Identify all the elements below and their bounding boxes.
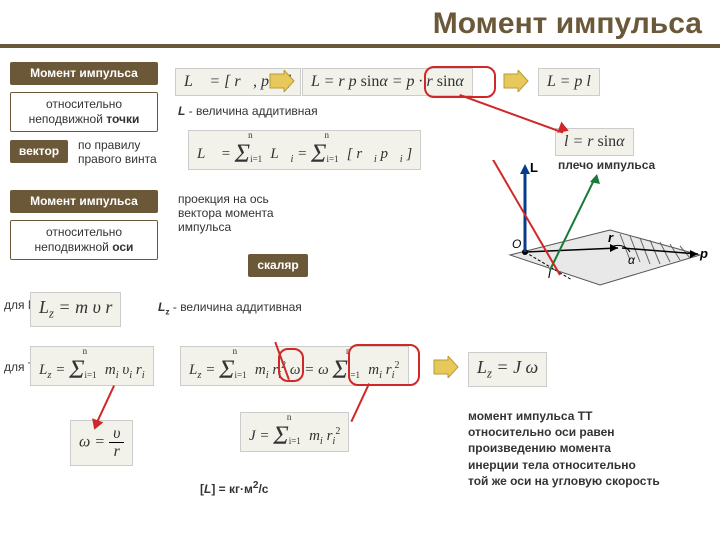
t: точки (106, 112, 139, 126)
box-vector: вектор (10, 140, 68, 163)
t: произведению момента (468, 441, 611, 455)
box-relative-point: относительно неподвижной точки (10, 92, 158, 132)
arrow-icon (432, 356, 460, 378)
box-angular-momentum-2: Момент импульса (10, 190, 158, 213)
t: ] = кг·м (211, 482, 253, 496)
formula-mt: Lz = m υ r (30, 292, 121, 327)
t: - величина аддитивная (170, 300, 302, 314)
t: вектора момента (178, 206, 274, 220)
t: неподвижной (29, 112, 107, 126)
formula-J: J = Σi=1n mi ri2 (240, 412, 349, 452)
label-L-additive: L - величина аддитивная (178, 104, 318, 118)
t: /с (258, 482, 268, 496)
t: по правилу (78, 138, 140, 152)
box-scalar: скаляр (248, 254, 308, 277)
arrow-icon (502, 70, 530, 92)
t: вектор (19, 144, 59, 158)
svg-text:L: L (530, 160, 538, 175)
t: скаляр (257, 258, 298, 272)
svg-text:O: O (512, 237, 521, 251)
formula-sum: L⃗ = Σi=1n L⃗i = Σi=1n [ r⃗i p⃗i ] (188, 130, 421, 170)
title-bar: Момент импульса (0, 0, 720, 48)
t: оси (112, 240, 133, 254)
t: инерции тела относительно (468, 458, 636, 472)
t: Момент импульса (30, 194, 138, 208)
t: относительно (46, 97, 122, 111)
t: неподвижной (35, 240, 113, 254)
formula-L-pl: L = p l (538, 68, 600, 96)
svg-text:p: p (699, 246, 708, 261)
t: импульса (178, 220, 231, 234)
formula-tt1: Lz = Σi=1n mi υi ri (30, 346, 154, 386)
box-relative-axis: относительно неподвижной оси (10, 220, 158, 260)
diagram-angular-momentum: O r p α l L (490, 160, 710, 310)
red-arrow-line (350, 383, 370, 422)
arrow-icon (268, 70, 296, 92)
box-text: Момент импульса (30, 66, 138, 80)
label-rule: по правилу правого винта (78, 138, 157, 166)
t: относительно оси равен (468, 425, 615, 439)
highlight-J (348, 344, 420, 386)
formula-tt3: Lz = J ω (468, 352, 547, 387)
t: относительно (46, 225, 122, 239)
label-projection: проекция на ось вектора момента импульса (178, 192, 274, 234)
page-title: Момент импульса (433, 7, 702, 40)
label-units: [L] = кг·м2/с (200, 480, 268, 496)
t: - величина аддитивная (185, 104, 317, 118)
t: той же оси на угловую скорость (468, 474, 660, 488)
box-angular-momentum-1: Момент импульса (10, 62, 158, 85)
t: момент импульса ТТ (468, 409, 592, 423)
t: правого винта (78, 152, 157, 166)
red-arrow-line (459, 94, 563, 134)
label-Lz-additive: Lz - величина аддитивная (158, 300, 302, 316)
svg-text:α: α (628, 253, 636, 267)
label-conclusion: момент импульса ТТ относительно оси раве… (468, 408, 708, 489)
formula-omega: ω = υr (70, 420, 133, 466)
t: проекция на ось (178, 192, 269, 206)
